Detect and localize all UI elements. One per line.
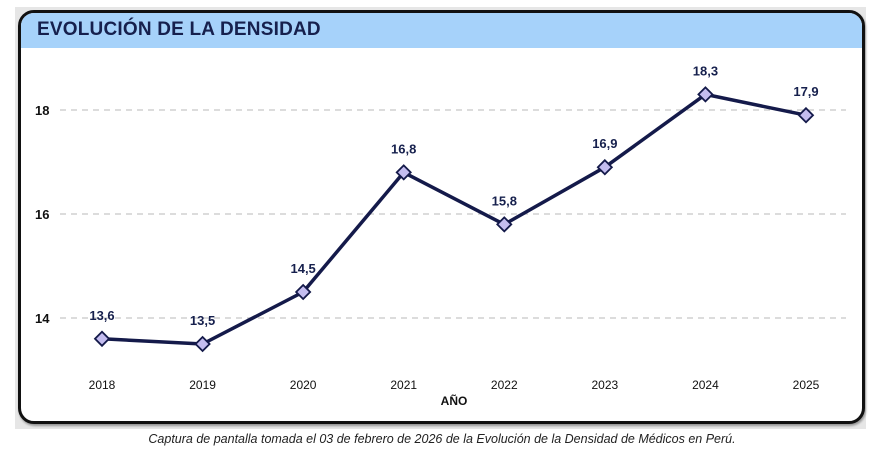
data-label: 16,8	[391, 141, 416, 156]
y-tick-label: 16	[35, 207, 49, 222]
data-point	[496, 216, 513, 233]
data-label: 13,6	[89, 308, 114, 323]
x-axis-label: AÑO	[441, 393, 468, 408]
data-point	[294, 283, 312, 301]
chart-card: EVOLUCIÓN DE LA DENSIDAD	[18, 10, 865, 424]
data-point	[93, 330, 111, 348]
x-tick-label: 2020	[290, 378, 317, 392]
data-point	[596, 158, 614, 176]
series-line	[101, 92, 807, 346]
x-tick-label: 2022	[491, 378, 518, 392]
data-label: 16,9	[592, 136, 617, 151]
data-label: 15,8	[492, 193, 517, 208]
x-tick-label: 2018	[89, 378, 116, 392]
x-tick-label: 2019	[189, 378, 216, 392]
x-tick-label: 2023	[592, 378, 619, 392]
data-point	[697, 86, 714, 103]
chart-header: EVOLUCIÓN DE LA DENSIDAD	[21, 13, 862, 48]
y-tick-label: 14	[35, 311, 50, 326]
data-point	[194, 335, 211, 353]
data-label: 14,5	[290, 261, 315, 276]
data-label: 13,5	[190, 313, 215, 328]
x-tick-label: 2021	[390, 378, 417, 392]
data-label: 18,3	[693, 63, 718, 78]
x-tick-label: 2024	[692, 378, 719, 392]
y-tick-label: 18	[35, 103, 49, 118]
caption: Captura de pantalla tomada el 03 de febr…	[148, 432, 736, 446]
data-point	[395, 164, 412, 181]
data-point	[797, 106, 815, 124]
data-label: 17,9	[793, 84, 818, 99]
x-tick-label: 2025	[793, 378, 820, 392]
chart-title: EVOLUCIÓN DE LA DENSIDAD	[37, 19, 321, 40]
